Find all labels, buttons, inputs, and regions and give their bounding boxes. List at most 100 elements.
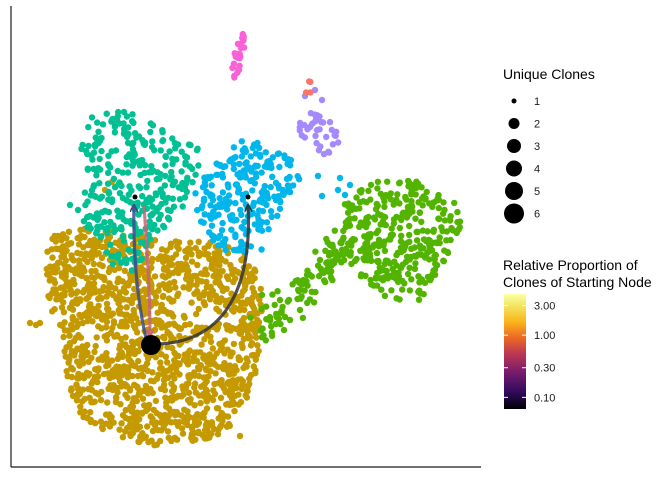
cell-point	[167, 207, 174, 215]
cell-point	[167, 365, 174, 373]
cell-point	[377, 190, 384, 197]
trajectory-node-start	[141, 335, 161, 355]
cell-point	[84, 258, 91, 266]
cell-point	[135, 133, 143, 140]
cell-point	[94, 119, 101, 126]
cell-point	[141, 402, 148, 409]
cell-point	[256, 222, 264, 230]
cell-point	[201, 336, 208, 343]
cell-point	[168, 168, 175, 176]
cell-point	[161, 182, 169, 189]
color-legend-title-line1: Relative Proportion of	[503, 257, 638, 273]
cell-point	[162, 153, 169, 160]
cell-point	[257, 285, 264, 293]
cell-point	[62, 257, 70, 264]
cell-point	[172, 284, 179, 291]
cell-point	[95, 128, 102, 135]
cell-point	[210, 354, 218, 361]
cell-point	[396, 224, 404, 232]
cell-point	[249, 294, 256, 301]
cell-point	[142, 306, 149, 313]
cell-point	[53, 290, 60, 298]
cell-point	[95, 295, 102, 302]
cell-point	[110, 175, 118, 182]
cell-point	[231, 407, 238, 415]
cell-point	[195, 238, 202, 245]
cell-point	[203, 398, 211, 405]
cell-point	[115, 181, 122, 188]
cell-point	[118, 372, 126, 379]
cell-point	[188, 299, 195, 306]
cell-point	[406, 287, 414, 294]
cell-point	[217, 162, 224, 169]
cell-point	[188, 258, 196, 265]
cell-point	[240, 225, 247, 232]
cell-point	[399, 286, 406, 293]
cell-point	[66, 332, 73, 339]
cell-point	[373, 282, 381, 289]
cell-point	[237, 376, 244, 383]
cell-point	[249, 187, 256, 194]
cell-point	[306, 271, 314, 279]
cell-point	[125, 356, 133, 363]
cell-point	[257, 153, 264, 160]
size-legend-key	[507, 139, 521, 153]
cell-point	[315, 272, 323, 280]
cell-point	[237, 304, 244, 312]
cell-point	[224, 181, 231, 188]
cell-point	[142, 382, 150, 390]
cell-point	[192, 190, 199, 197]
cell-point	[114, 167, 122, 175]
cell-point	[182, 159, 189, 166]
cell-point	[260, 332, 267, 339]
cell-point	[162, 282, 169, 289]
cell-point	[439, 210, 447, 217]
cell-point	[248, 270, 256, 277]
cell-point	[121, 267, 128, 274]
cell-point	[161, 335, 168, 342]
cell-point	[138, 410, 146, 417]
cell-point	[269, 154, 276, 161]
cell-point	[394, 191, 401, 198]
cell-point	[208, 182, 215, 189]
cell-point	[193, 310, 200, 318]
cell-point	[174, 411, 181, 418]
cell-point	[228, 226, 235, 233]
cell-point	[345, 200, 352, 207]
cell-point	[171, 375, 178, 382]
cell-point	[119, 434, 127, 441]
cell-point	[195, 420, 202, 427]
cell-point	[405, 177, 412, 185]
cell-point	[388, 225, 395, 232]
cell-point	[162, 172, 169, 180]
cell-point	[88, 152, 95, 159]
cell-point	[64, 373, 71, 380]
cell-point	[208, 222, 216, 229]
cell-point	[237, 44, 245, 52]
cell-point	[269, 291, 276, 298]
cell-point	[162, 162, 169, 169]
cell-point	[316, 256, 324, 264]
cell-point	[130, 157, 137, 164]
cell-point	[149, 255, 156, 263]
cell-point	[106, 423, 114, 430]
cell-point	[162, 199, 169, 206]
cell-point	[135, 211, 142, 218]
cell-point	[74, 206, 82, 214]
cell-point	[181, 194, 189, 201]
cell-point	[115, 213, 122, 220]
size-legend-label: 4	[534, 164, 540, 176]
cell-point	[102, 411, 110, 418]
cell-point	[191, 380, 199, 387]
cell-point	[66, 240, 74, 247]
cell-point	[125, 246, 132, 253]
cell-point	[157, 170, 164, 178]
cell-point	[314, 172, 322, 180]
cell-point	[107, 329, 115, 336]
cell-point	[255, 207, 263, 214]
cell-point	[237, 206, 244, 214]
cell-point	[346, 181, 354, 189]
cell-point	[402, 194, 409, 202]
cell-point	[182, 153, 189, 160]
cell-point	[216, 308, 223, 315]
